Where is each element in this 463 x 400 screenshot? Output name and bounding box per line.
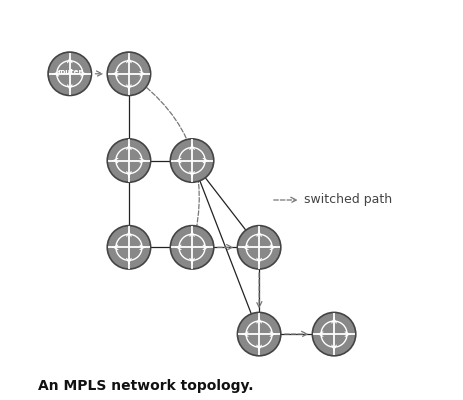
Circle shape [107, 52, 150, 96]
Text: router: router [57, 69, 82, 75]
Text: An MPLS network topology.: An MPLS network topology. [38, 379, 254, 393]
Circle shape [48, 52, 92, 96]
Circle shape [238, 312, 281, 356]
Circle shape [107, 226, 150, 269]
Circle shape [107, 139, 150, 182]
Circle shape [170, 226, 214, 269]
Circle shape [313, 312, 356, 356]
Circle shape [170, 139, 214, 182]
Circle shape [238, 226, 281, 269]
Text: switched path: switched path [305, 194, 393, 206]
